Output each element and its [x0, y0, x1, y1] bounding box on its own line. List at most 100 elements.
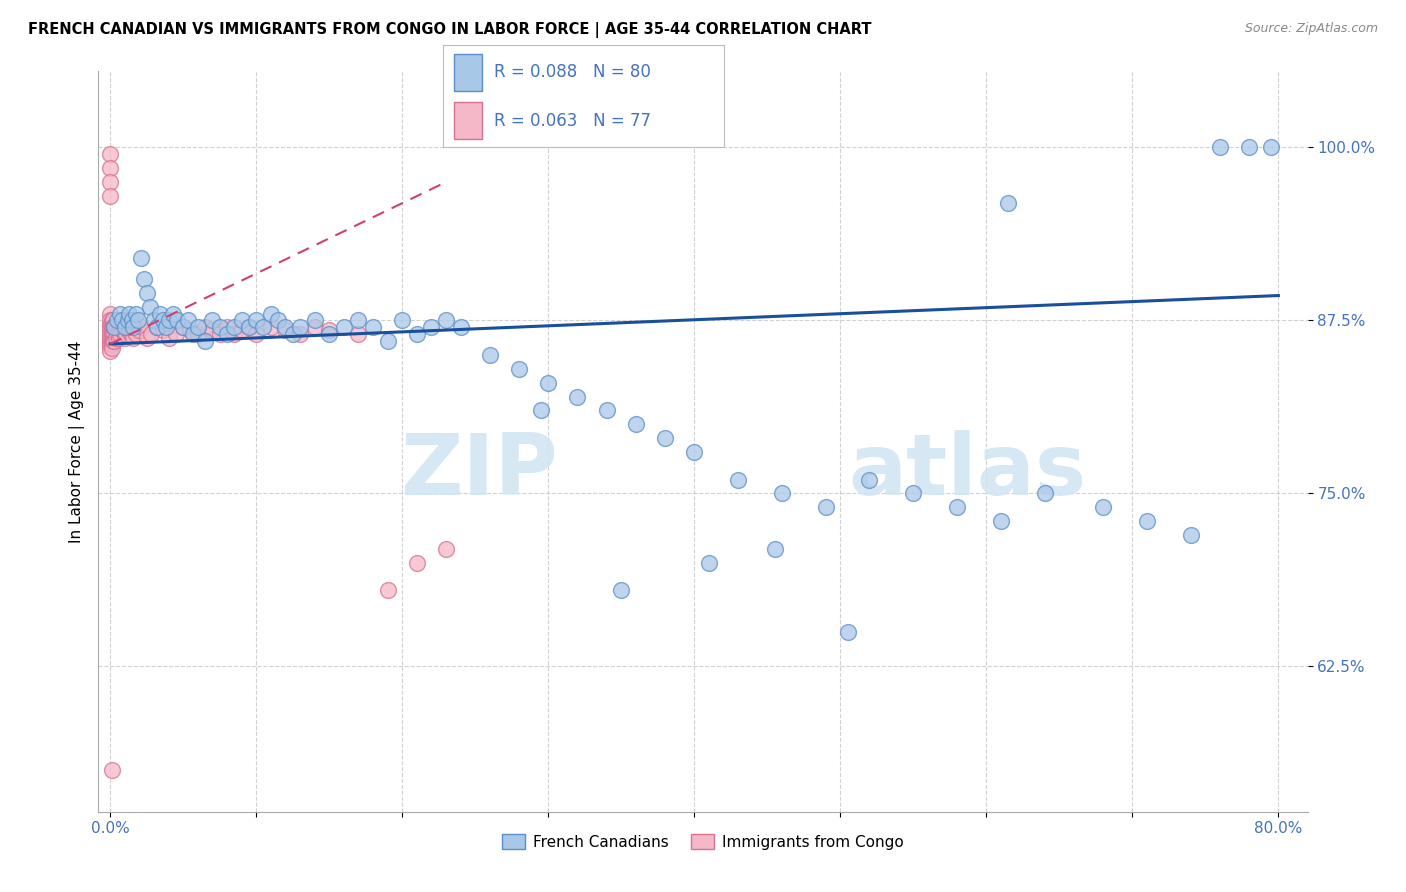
- Point: [166, 313, 188, 327]
- Point: [347, 313, 370, 327]
- Point: [98, 313, 121, 327]
- Point: [135, 331, 157, 345]
- Point: [98, 189, 121, 203]
- Bar: [454, 102, 482, 139]
- Point: [98, 161, 121, 176]
- Point: [231, 323, 253, 337]
- Point: [114, 323, 136, 337]
- Point: [104, 323, 127, 337]
- Point: [125, 306, 148, 320]
- Point: [903, 486, 925, 500]
- Point: [146, 320, 169, 334]
- Point: [121, 323, 143, 337]
- Point: [172, 320, 194, 334]
- Point: [103, 320, 125, 334]
- Point: [478, 348, 501, 362]
- Point: [267, 313, 290, 327]
- Point: [595, 403, 617, 417]
- Point: [110, 306, 132, 320]
- Point: [537, 376, 560, 390]
- Point: [1180, 528, 1202, 542]
- Point: [120, 327, 142, 342]
- Point: [117, 313, 139, 327]
- Point: [508, 362, 530, 376]
- Point: [107, 320, 129, 334]
- Point: [770, 486, 793, 500]
- Point: [138, 300, 160, 314]
- Point: [727, 473, 749, 487]
- Point: [165, 327, 187, 342]
- Point: [100, 323, 122, 337]
- Point: [252, 320, 274, 334]
- Point: [98, 340, 121, 354]
- Point: [157, 313, 180, 327]
- Point: [610, 583, 633, 598]
- Text: atlas: atlas: [848, 430, 1087, 513]
- Point: [215, 320, 238, 334]
- Point: [201, 313, 224, 327]
- Point: [997, 195, 1019, 210]
- Point: [318, 323, 340, 337]
- Point: [194, 334, 217, 349]
- Point: [405, 556, 427, 570]
- Point: [208, 320, 231, 334]
- Point: [377, 583, 399, 598]
- Point: [304, 320, 326, 334]
- Point: [118, 306, 141, 320]
- Point: [224, 327, 246, 342]
- Point: [98, 323, 121, 337]
- Point: [104, 331, 127, 345]
- Point: [132, 272, 155, 286]
- Point: [405, 327, 427, 342]
- Point: [110, 320, 132, 334]
- Point: [157, 331, 180, 345]
- Point: [187, 327, 209, 342]
- Point: [111, 313, 134, 327]
- Point: [129, 251, 152, 265]
- Point: [100, 763, 122, 777]
- Point: [238, 320, 260, 334]
- Point: [98, 318, 121, 332]
- Point: [176, 313, 198, 327]
- Point: [318, 327, 340, 342]
- Point: [152, 323, 174, 337]
- Point: [107, 313, 129, 327]
- Point: [183, 327, 205, 342]
- Text: FRENCH CANADIAN VS IMMIGRANTS FROM CONGO IN LABOR FORCE | AGE 35-44 CORRELATION : FRENCH CANADIAN VS IMMIGRANTS FROM CONGO…: [28, 22, 872, 38]
- Point: [101, 313, 124, 327]
- Y-axis label: In Labor Force | Age 35-44: In Labor Force | Age 35-44: [69, 341, 84, 542]
- Point: [179, 323, 201, 337]
- Point: [122, 320, 145, 334]
- Point: [101, 334, 124, 349]
- Point: [100, 313, 122, 327]
- Point: [231, 313, 253, 327]
- Point: [98, 334, 121, 349]
- Point: [697, 556, 720, 570]
- Point: [683, 445, 706, 459]
- Point: [274, 320, 297, 334]
- Bar: [454, 54, 482, 91]
- Text: Source: ZipAtlas.com: Source: ZipAtlas.com: [1244, 22, 1378, 36]
- Point: [162, 306, 184, 320]
- Point: [1033, 486, 1056, 500]
- Point: [245, 327, 267, 342]
- Point: [238, 320, 260, 334]
- Point: [114, 331, 136, 345]
- Point: [108, 331, 131, 345]
- Point: [260, 320, 283, 334]
- Point: [103, 320, 125, 334]
- Point: [215, 327, 238, 342]
- Point: [114, 320, 136, 334]
- Point: [1260, 140, 1282, 154]
- Point: [127, 313, 149, 327]
- Point: [281, 327, 304, 342]
- Point: [121, 313, 143, 327]
- Legend: French Canadians, Immigrants from Congo: French Canadians, Immigrants from Congo: [496, 828, 910, 856]
- Point: [260, 306, 283, 320]
- Point: [98, 306, 121, 320]
- Point: [858, 473, 880, 487]
- Point: [101, 327, 124, 342]
- Point: [624, 417, 647, 432]
- Point: [98, 147, 121, 161]
- Point: [208, 327, 231, 342]
